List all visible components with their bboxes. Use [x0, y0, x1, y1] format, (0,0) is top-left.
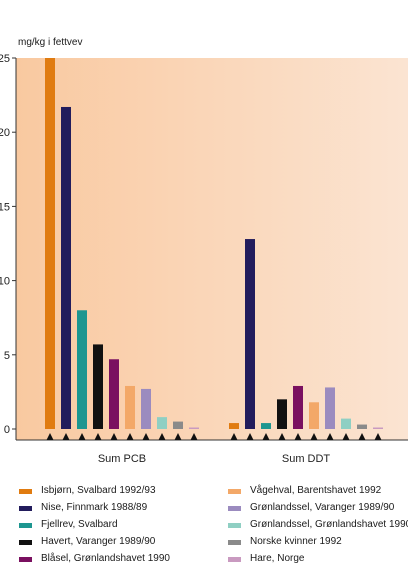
bar	[357, 424, 367, 429]
legend-swatch	[228, 523, 241, 528]
legend-swatch	[228, 506, 241, 511]
tick-marker	[374, 433, 382, 440]
tick-marker	[78, 433, 86, 440]
legend-swatch	[19, 540, 32, 545]
tick-marker	[174, 433, 182, 440]
bar	[325, 387, 335, 429]
tick-marker	[310, 433, 318, 440]
y-tick-label: 0	[4, 424, 10, 436]
legend-label: Grønlandssel, Varanger 1989/90	[250, 502, 395, 513]
legend-label: Havert, Varanger 1989/90	[41, 536, 156, 547]
tick-marker	[358, 433, 366, 440]
tick-marker	[246, 433, 254, 440]
bar	[125, 385, 135, 429]
tick-marker	[294, 433, 302, 440]
plot-background	[16, 58, 408, 440]
legend-swatch	[19, 506, 32, 511]
tick-marker	[46, 433, 54, 440]
bar-chart: 0 5 10 15 20 25 Sum PCB Sum DDT	[0, 53, 408, 465]
tick-marker	[262, 433, 270, 440]
bar	[189, 427, 199, 429]
tick-marker	[278, 433, 286, 440]
y-tick-label: 10	[0, 276, 10, 288]
tick-markers	[46, 433, 382, 440]
bar	[61, 106, 71, 430]
y-axis-label: mg/kg i fettvev	[18, 37, 83, 48]
tick-marker	[142, 433, 150, 440]
tick-marker	[62, 433, 70, 440]
legend-swatch	[228, 489, 241, 494]
tick-marker	[326, 433, 334, 440]
y-tick-label: 20	[0, 127, 10, 139]
bar	[173, 421, 183, 429]
legend-swatch	[228, 540, 241, 545]
bar	[157, 417, 167, 429]
category-label: Sum DDT	[282, 453, 331, 465]
tick-marker	[94, 433, 102, 440]
bar	[109, 359, 119, 429]
category-label: Sum PCB	[98, 453, 146, 465]
bar	[293, 385, 303, 429]
legend-swatch	[228, 557, 241, 562]
legend-swatch	[19, 557, 32, 562]
legend-label: Hare, Norge	[250, 553, 305, 564]
legend-label: Vågehval, Barentshavet 1992	[250, 485, 382, 496]
legend-label: Fjellrev, Svalbard	[41, 519, 118, 530]
tick-marker	[158, 433, 166, 440]
y-tick-label: 15	[0, 201, 10, 213]
tick-marker	[110, 433, 118, 440]
bar	[77, 310, 87, 429]
bar	[373, 427, 383, 429]
legend-label: Grønlandssel, Grønlandshavet 1990	[250, 519, 408, 530]
category-labels: Sum PCB Sum DDT	[98, 453, 331, 465]
y-tick-label: 5	[4, 350, 10, 362]
y-tick-label: 25	[0, 53, 10, 65]
legend-swatch	[19, 523, 32, 528]
bar	[45, 58, 55, 429]
legend-label: Norske kvinner 1992	[250, 536, 342, 547]
bar	[341, 418, 351, 429]
legend-label: Nise, Finnmark 1988/89	[41, 502, 148, 513]
bar	[245, 239, 255, 429]
bar	[309, 402, 319, 429]
bar	[261, 423, 271, 429]
tick-marker	[190, 433, 198, 440]
bar	[93, 344, 103, 429]
legend-label: Blåsel, Grønlandshavet 1990	[41, 553, 170, 564]
bars	[45, 58, 383, 430]
tick-marker	[126, 433, 134, 440]
legend-label: Isbjørn, Svalbard 1992/93	[41, 485, 156, 496]
legend-swatch	[19, 489, 32, 494]
tick-marker	[230, 433, 238, 440]
tick-marker	[342, 433, 350, 440]
bar	[277, 399, 287, 429]
bar	[229, 423, 239, 429]
bar	[141, 388, 151, 429]
